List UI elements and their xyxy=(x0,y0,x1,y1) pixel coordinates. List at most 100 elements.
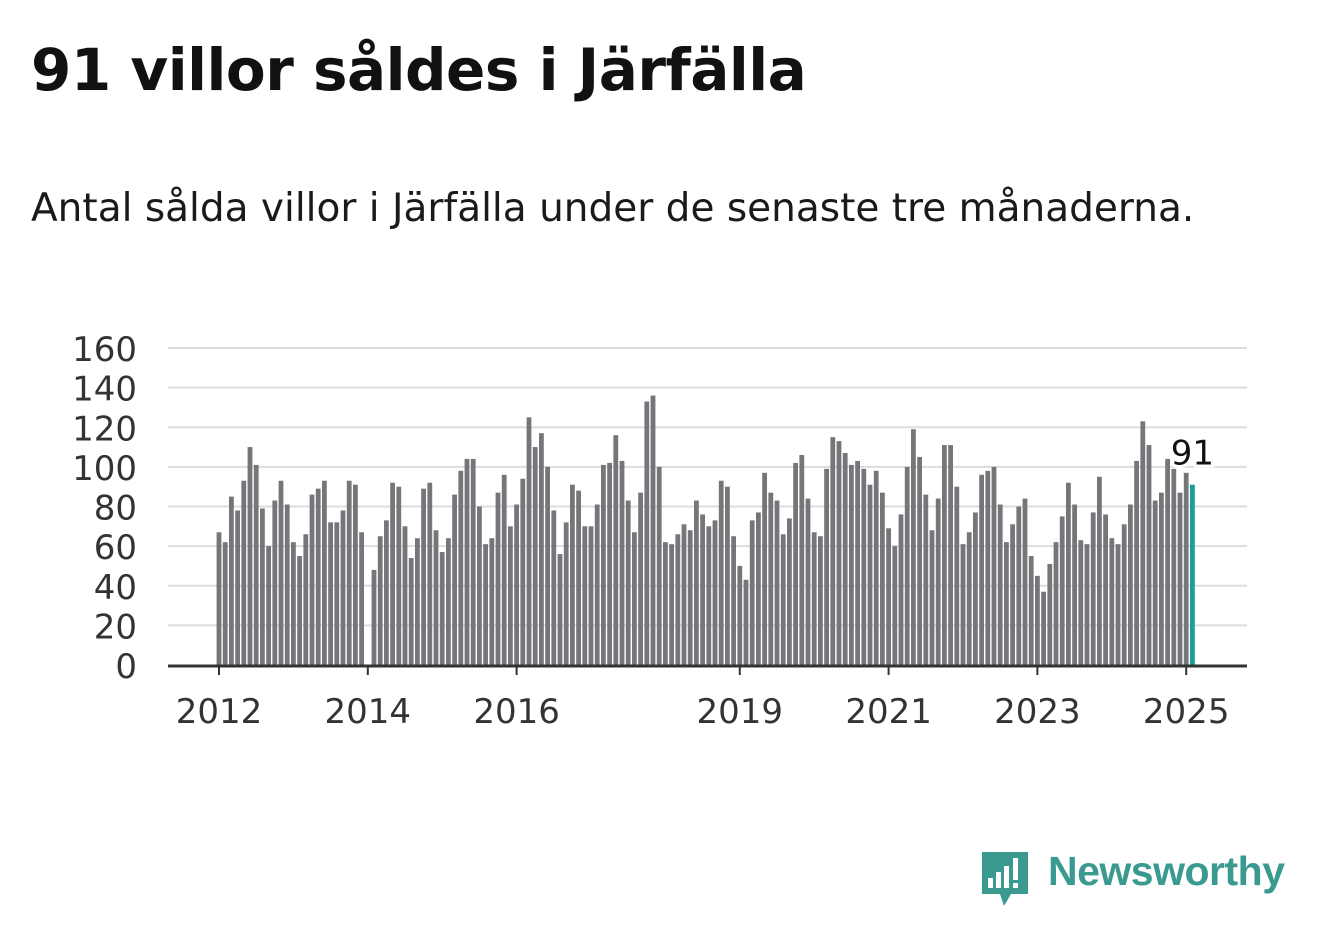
bar xyxy=(935,498,941,665)
bar xyxy=(446,538,451,665)
bar xyxy=(235,510,240,665)
y-tick-label: 100 xyxy=(72,449,137,489)
bar xyxy=(737,565,743,665)
page-title: 91 villor såldes i Järfälla xyxy=(31,36,807,104)
bar xyxy=(625,500,631,665)
bar xyxy=(272,500,278,665)
bar xyxy=(458,470,464,665)
bar xyxy=(780,534,786,665)
bar xyxy=(867,484,873,665)
bar xyxy=(898,514,904,665)
bar xyxy=(706,526,712,665)
bar xyxy=(904,466,910,665)
y-tick-label: 40 xyxy=(94,568,137,608)
bar xyxy=(291,542,296,665)
bar xyxy=(1109,538,1115,665)
bar xyxy=(328,522,333,665)
bar xyxy=(1035,575,1040,665)
bar xyxy=(371,569,377,665)
bar xyxy=(948,445,953,665)
bar xyxy=(278,480,284,665)
newsworthy-chart-icon xyxy=(982,852,1028,906)
bar xyxy=(712,520,718,665)
bar xyxy=(477,506,482,665)
bar xyxy=(1097,476,1102,665)
bar xyxy=(315,488,321,665)
bar xyxy=(489,538,495,665)
bar xyxy=(229,496,234,665)
y-tick-label: 20 xyxy=(94,607,137,647)
bar xyxy=(1103,514,1108,665)
bar xyxy=(408,558,414,665)
bar xyxy=(1171,468,1177,665)
bar xyxy=(545,466,550,665)
bar xyxy=(1028,556,1034,665)
bar xyxy=(284,504,290,665)
bar xyxy=(842,453,848,665)
bar xyxy=(253,464,259,665)
y-tick-label: 0 xyxy=(115,647,137,687)
bar xyxy=(1078,540,1084,665)
bar xyxy=(588,526,594,665)
bar xyxy=(762,472,767,665)
bar xyxy=(669,544,674,665)
bar xyxy=(402,526,408,665)
bar xyxy=(1047,563,1053,665)
bar xyxy=(495,492,501,665)
bar xyxy=(880,492,885,665)
bar xyxy=(1041,591,1046,665)
brand-name: Newsworthy xyxy=(1048,848,1285,894)
bar xyxy=(824,468,829,665)
bar xyxy=(520,478,526,665)
bar xyxy=(1016,506,1022,665)
bar xyxy=(743,579,749,665)
bar xyxy=(650,395,656,665)
bar xyxy=(756,512,761,665)
bar xyxy=(613,435,619,665)
bar xyxy=(1140,421,1146,665)
bar xyxy=(979,474,984,665)
bar xyxy=(954,486,960,665)
bar xyxy=(601,464,606,665)
bar xyxy=(731,536,736,665)
bar xyxy=(570,484,575,665)
bar xyxy=(991,466,997,665)
bar xyxy=(334,522,340,665)
bar-highlight xyxy=(1190,484,1195,665)
bar xyxy=(1059,516,1065,665)
bar xyxy=(942,445,947,665)
bar xyxy=(427,482,433,665)
bar xyxy=(656,466,662,665)
bar xyxy=(768,492,774,665)
bar xyxy=(1134,460,1139,665)
bar xyxy=(929,530,935,665)
y-tick-label: 60 xyxy=(94,528,137,568)
bar xyxy=(997,504,1003,665)
bar xyxy=(551,510,557,665)
bar xyxy=(960,544,966,665)
bar xyxy=(353,484,358,665)
bar xyxy=(309,494,315,665)
bar xyxy=(297,556,302,665)
bar xyxy=(787,518,792,665)
bar xyxy=(663,542,668,665)
bar xyxy=(241,480,247,665)
bar xyxy=(1165,458,1170,665)
x-tick-label: 2012 xyxy=(176,692,263,732)
y-tick-label: 80 xyxy=(94,489,137,529)
x-tick-label: 2025 xyxy=(1143,692,1230,732)
bar xyxy=(508,526,513,665)
bar xyxy=(805,498,811,665)
bar xyxy=(1066,482,1071,665)
bar xyxy=(501,474,507,665)
bar xyxy=(322,480,327,665)
bar xyxy=(483,544,488,665)
page-subtitle: Antal sålda villor i Järfälla under de s… xyxy=(31,186,1195,231)
bar xyxy=(359,532,364,665)
bar xyxy=(725,486,730,665)
bar xyxy=(644,401,650,665)
bar xyxy=(439,552,445,665)
bar xyxy=(718,480,724,665)
bar xyxy=(818,536,823,665)
